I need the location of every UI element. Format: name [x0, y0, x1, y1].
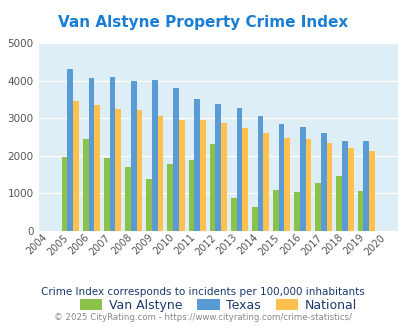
Text: © 2025 CityRating.com - https://www.cityrating.com/crime-statistics/: © 2025 CityRating.com - https://www.city…: [54, 313, 351, 322]
Bar: [73, 101, 79, 231]
Bar: [326, 143, 332, 231]
Bar: [299, 127, 305, 231]
Bar: [336, 177, 341, 231]
Bar: [362, 141, 368, 231]
Bar: [284, 138, 290, 231]
Bar: [263, 133, 269, 231]
Bar: [215, 104, 221, 231]
Bar: [357, 190, 362, 231]
Bar: [94, 105, 100, 231]
Bar: [157, 116, 163, 231]
Bar: [199, 120, 205, 231]
Bar: [294, 192, 299, 231]
Bar: [320, 133, 326, 231]
Bar: [88, 78, 94, 231]
Bar: [315, 183, 320, 231]
Bar: [115, 109, 121, 231]
Bar: [236, 108, 242, 231]
Text: Van Alstyne Property Crime Index: Van Alstyne Property Crime Index: [58, 15, 347, 30]
Bar: [368, 151, 374, 231]
Bar: [104, 158, 109, 231]
Bar: [136, 110, 142, 231]
Bar: [167, 164, 173, 231]
Bar: [125, 167, 130, 231]
Bar: [151, 80, 157, 231]
Legend: Van Alstyne, Texas, National: Van Alstyne, Texas, National: [75, 294, 361, 317]
Bar: [62, 157, 67, 231]
Bar: [230, 198, 236, 231]
Bar: [209, 145, 215, 231]
Bar: [305, 139, 311, 231]
Bar: [273, 190, 278, 231]
Bar: [188, 159, 194, 231]
Bar: [130, 81, 136, 231]
Bar: [341, 141, 347, 231]
Text: Crime Index corresponds to incidents per 100,000 inhabitants: Crime Index corresponds to incidents per…: [41, 287, 364, 297]
Bar: [194, 99, 199, 231]
Bar: [242, 128, 247, 231]
Bar: [347, 148, 353, 231]
Bar: [146, 179, 151, 231]
Bar: [221, 123, 226, 231]
Bar: [252, 207, 257, 231]
Bar: [278, 124, 284, 231]
Bar: [67, 69, 73, 231]
Bar: [178, 120, 184, 231]
Bar: [109, 77, 115, 231]
Bar: [257, 116, 263, 231]
Bar: [173, 88, 178, 231]
Bar: [83, 139, 88, 231]
